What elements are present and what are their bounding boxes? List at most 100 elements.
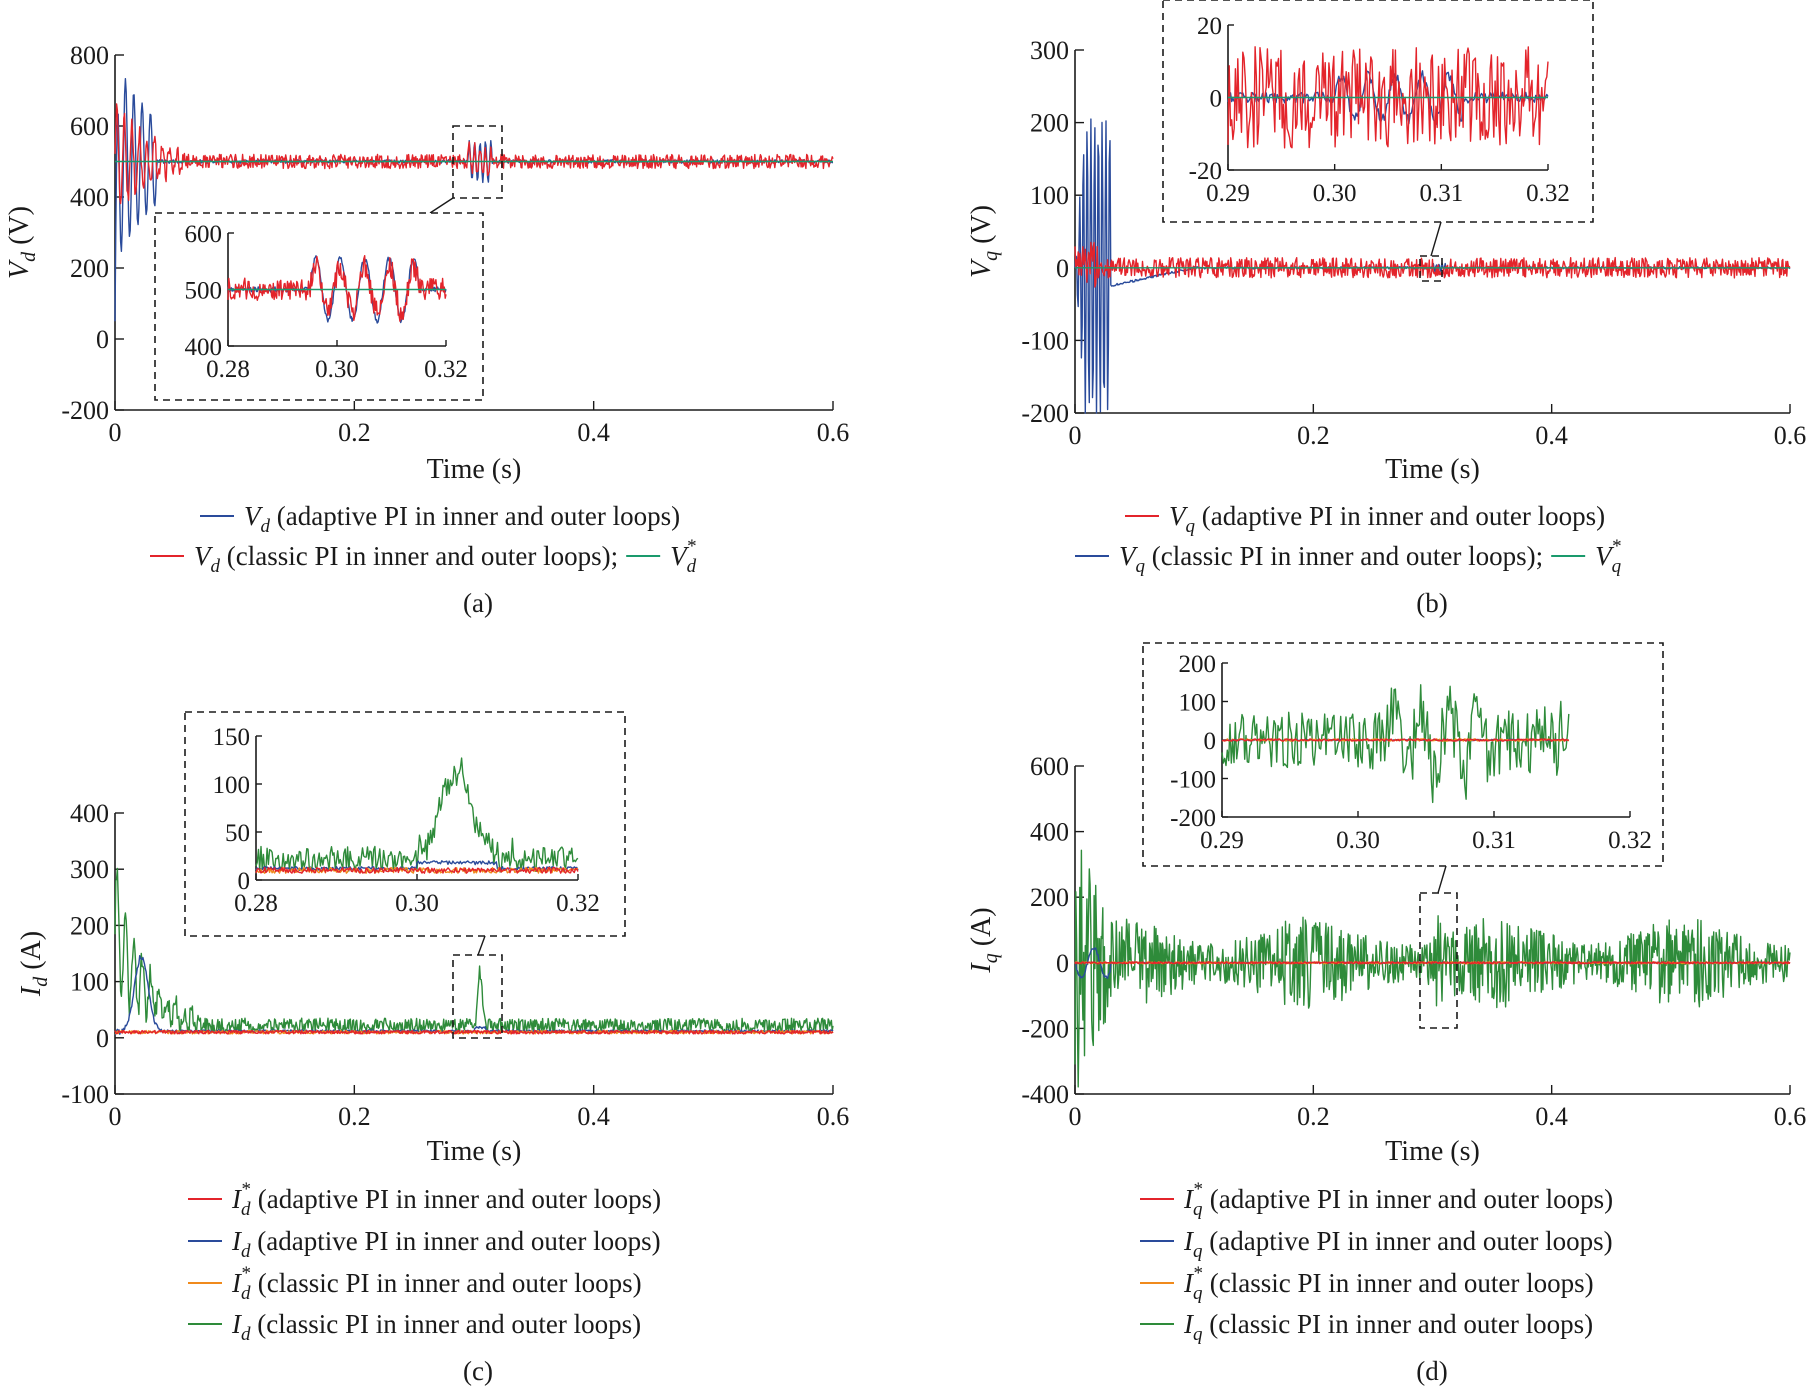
panel-d-inset-x-tick-label: 0.31	[1472, 827, 1516, 854]
panel-d-inset-y-tick-label: -200	[1170, 805, 1216, 832]
panel-c-x-tick-label: 0.6	[817, 1102, 850, 1131]
panel-d-y-tick-label: 600	[1030, 752, 1069, 781]
panel-c-y-tick-label: 300	[70, 855, 109, 884]
panel-b-x-tick-label: 0.6	[1774, 421, 1807, 450]
panel-a-x-tick-label: 0	[109, 418, 122, 447]
panel-c-series-0	[114, 1029, 834, 1035]
panel-d-y-tick-label: 200	[1030, 883, 1069, 912]
panel-c-y-axis-title: Id (A)	[16, 931, 52, 997]
panel-d-inset-y-tick-label: 100	[1179, 690, 1217, 717]
panel-d-inset-x-tick-label: 0.32	[1608, 827, 1652, 854]
panel-c-legend: Id* (adaptive PI in inner and outer loop…	[188, 1179, 661, 1345]
panel-c-legend-2-text: Id* (classic PI in inner and outer loops…	[231, 1263, 642, 1304]
panel-a-series-1	[114, 103, 834, 205]
panel-d-y-tick-label: -200	[1021, 1014, 1069, 1043]
panel-a-y-tick-label: 200	[70, 254, 109, 283]
panel-d-inset-x-tick-label: 0.29	[1200, 827, 1244, 854]
panel-b-x-tick-label: 0.4	[1535, 421, 1568, 450]
panel-c-inset: 0.28 0.30 0.32 0 50 100 150	[213, 724, 600, 917]
panel-c-inset-series-0	[255, 866, 579, 874]
panel-b-x-tick-label: 0	[1069, 421, 1082, 450]
panel-b-y-tick-label: 300	[1030, 36, 1069, 65]
panel-a-label: (a)	[463, 588, 493, 618]
panel-b-legend: Vq (adaptive PI in inner and outer loops…	[1075, 501, 1622, 577]
panel-b-legend-0-text: Vq (adaptive PI in inner and outer loops…	[1169, 501, 1605, 537]
panel-a-legend-1-text: Vd (classic PI in inner and outer loops)…	[194, 541, 618, 577]
panel-b-inset-y-tick-label: 20	[1197, 13, 1222, 40]
panel-b-x-axis-title: Time (s)	[1385, 454, 1480, 485]
panel-c-y-tick-label: 200	[70, 911, 109, 940]
panel-d-legend-1-text: Iq (adaptive PI in inner and outer loops…	[1183, 1226, 1613, 1262]
panel-c-y-tick-label: 100	[70, 968, 109, 997]
panel-c-legend-0-text: Id* (adaptive PI in inner and outer loop…	[231, 1179, 661, 1220]
panel-d-inset: 0.29 0.30 0.31 0.32 -200 -100 0 100 200	[1170, 651, 1652, 854]
panel-d-y-tick-label: 400	[1030, 818, 1069, 847]
panel-a-inset: 0.28 0.30 0.32 400 500 600	[185, 221, 468, 383]
panel-c-inset-x-tick-label: 0.32	[556, 890, 600, 917]
panel-c-y-tick-label: -100	[61, 1080, 109, 1109]
panel-d-x-tick-label: 0	[1069, 1102, 1082, 1131]
panel-c-x-tick-label: 0.2	[338, 1102, 371, 1131]
panel-d-inset-y-tick-label: 200	[1179, 651, 1217, 678]
panel-a-legend: Vd (adaptive PI in inner and outer loops…	[150, 501, 697, 577]
panel-a-y-tick-label: 0	[96, 325, 109, 354]
panel-b-series-0	[1074, 241, 1791, 288]
panel-c-y-tick-label: 400	[70, 799, 109, 828]
panel-a-inset-y-tick-label: 400	[185, 334, 223, 361]
panel-a-y-tick-label: 600	[70, 112, 109, 141]
panel-b-inset-y-tick-label: -20	[1189, 158, 1222, 185]
panel-a-zoom-box	[452, 125, 503, 199]
panel-b-legend-1-text: Vq (classic PI in inner and outer loops)…	[1119, 541, 1543, 577]
panel-d-x-tick-label: 0.6	[1774, 1102, 1807, 1131]
panel-b-label: (b)	[1416, 588, 1447, 618]
panel-a-inset-y-tick-label: 600	[185, 221, 223, 248]
panel-a-y-axis-title: Vd (V)	[4, 206, 40, 279]
panel-b-x-tick-label: 0.2	[1297, 421, 1330, 450]
panel-c-inset-y-tick-label: 150	[213, 724, 251, 751]
panel-d-x-tick-label: 0.4	[1535, 1102, 1568, 1131]
panel-b-inset-x-tick-label: 0.32	[1526, 180, 1570, 207]
panel-d-series-0	[1074, 961, 1791, 965]
panel-b-inset-y-tick-label: 0	[1210, 86, 1223, 113]
panel-d-inset-y-tick-label: 0	[1204, 728, 1217, 755]
panel-b-zoom-leader	[1430, 221, 1442, 257]
panel-d-y-tick-label: 0	[1056, 949, 1069, 978]
panel-c-y-tick-label: 0	[96, 1024, 109, 1053]
panel-c-zoom-box	[452, 954, 503, 1039]
panel-b-y-tick-label: -200	[1021, 399, 1069, 428]
panel-a-x-tick-label: 0.2	[338, 418, 371, 447]
panel-b-y-axis-title: Vq (V)	[966, 205, 1002, 278]
panel-d-label: (d)	[1416, 1356, 1447, 1386]
panel-d-legend-0-text: Iq* (adaptive PI in inner and outer loop…	[1183, 1179, 1613, 1220]
panel-a-inset-y-tick-label: 500	[185, 278, 223, 305]
panel-c-inset-x-tick-label: 0.28	[234, 890, 278, 917]
panel-d-inset-x-tick-label: 0.30	[1336, 827, 1380, 854]
panel-a-inset-series-1	[227, 254, 447, 322]
panel-a-legend-2-text: Vd*	[670, 536, 697, 577]
panel-c-inset-x-tick-label: 0.30	[395, 890, 439, 917]
panel-a-legend-0-text: Vd (adaptive PI in inner and outer loops…	[244, 501, 680, 537]
panel-a-inset-x-tick-label: 0.30	[315, 356, 359, 383]
panel-b-inset: 0.29 0.30 0.31 0.32 -20 0 20	[1189, 13, 1570, 207]
panel-d-inset-series-0	[1221, 738, 1570, 742]
panel-d-legend: Iq* (adaptive PI in inner and outer loop…	[1140, 1179, 1613, 1345]
panel-b-inset-x-tick-label: 0.30	[1313, 180, 1357, 207]
panel-a-x-axis-title: Time (s)	[427, 454, 522, 485]
panel-c-x-tick-label: 0	[109, 1102, 122, 1131]
panel-a-inset-frame	[154, 212, 484, 401]
panel-c-zoom-leader	[477, 935, 486, 956]
panel-b-y-tick-label: 0	[1056, 254, 1069, 283]
panel-c-legend-1-text: Id (adaptive PI in inner and outer loops…	[231, 1226, 661, 1262]
panel-c-inset-frame	[184, 711, 626, 937]
panel-c-inset-y-tick-label: 100	[213, 772, 251, 799]
panel-d-y-tick-label: -400	[1021, 1080, 1069, 1109]
panel-b-inset-x-tick-label: 0.31	[1419, 180, 1463, 207]
panel-c-x-axis-title: Time (s)	[427, 1136, 522, 1167]
panel-d: 0 0.2 0.4 0.6 -400 -200 0 200 400 600 0.29 0.30 0.31…	[966, 642, 1807, 1386]
panel-d-inset-y-tick-label: -100	[1170, 767, 1216, 794]
panel-c-x-tick-label: 0.4	[577, 1102, 610, 1131]
panel-c-label: (c)	[463, 1356, 493, 1386]
